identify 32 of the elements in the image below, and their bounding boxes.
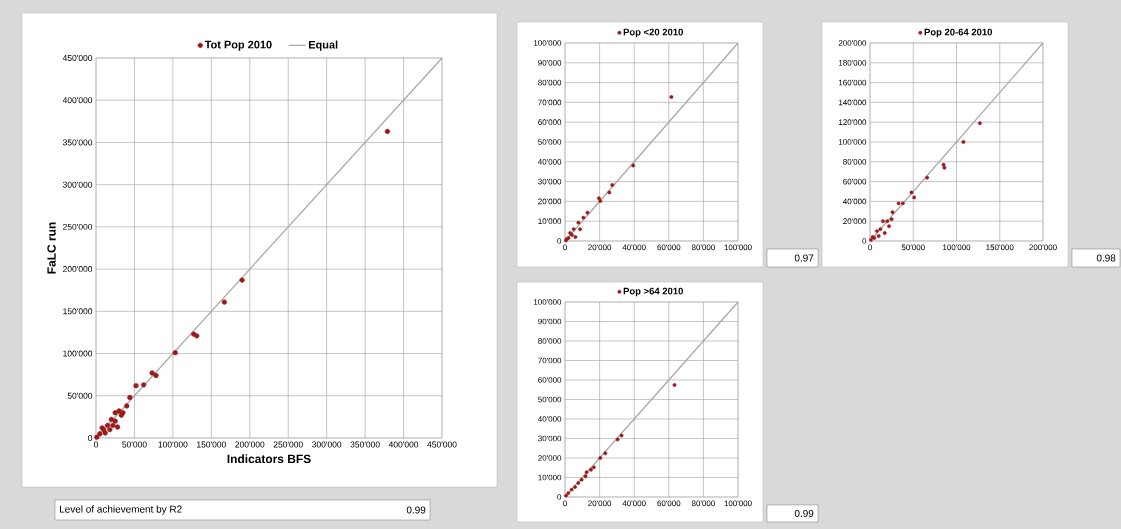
y-tick-label: 250'000 <box>63 223 93 230</box>
y-tick-label: 0 <box>88 434 93 441</box>
x-axis-title: Indicators BFS <box>227 454 311 464</box>
legend-label: Pop 20-64 2010 <box>924 28 992 38</box>
text: Level of achievement by R2 <box>60 505 182 515</box>
y-tick-label: 200'000 <box>63 266 93 273</box>
y-tick-label: 450'000 <box>62 54 93 61</box>
legend-label: Tot Pop 2010 <box>204 40 272 51</box>
x-tick-label: 200'000 <box>235 441 265 448</box>
y-tick-label: 400'000 <box>62 97 93 104</box>
y-tick-label: 350'000 <box>62 139 93 146</box>
x-tick-label: 150'000 <box>197 441 226 448</box>
x-tick-label: 350'000 <box>350 441 380 448</box>
legend-label: Equal <box>309 40 338 51</box>
text: 0.99 <box>406 506 426 514</box>
x-tick-label: 100'000 <box>158 441 188 448</box>
x-tick-label: 400'000 <box>388 441 419 448</box>
x-tick-label: 250'000 <box>273 441 303 448</box>
legend-label: Pop >64 2010 <box>623 287 683 297</box>
text: 0.99 <box>794 509 814 518</box>
x-tick-label: 300'000 <box>312 441 342 448</box>
y-tick-label: 100'000 <box>63 350 93 357</box>
y-axis-title: FaLC run <box>47 222 56 274</box>
x-tick-label: 50'000 <box>122 441 147 448</box>
text: 0.98 <box>1096 254 1116 262</box>
legend-label: Pop <20 2010 <box>623 28 683 38</box>
y-tick-label: 50'000 <box>67 392 93 399</box>
y-tick-label: 300'000 <box>62 181 93 188</box>
text: 0.97 <box>794 254 814 262</box>
x-tick-label: 0 <box>93 441 99 448</box>
y-tick-label: 150'000 <box>63 308 93 315</box>
x-tick-label: 450'000 <box>427 441 457 448</box>
